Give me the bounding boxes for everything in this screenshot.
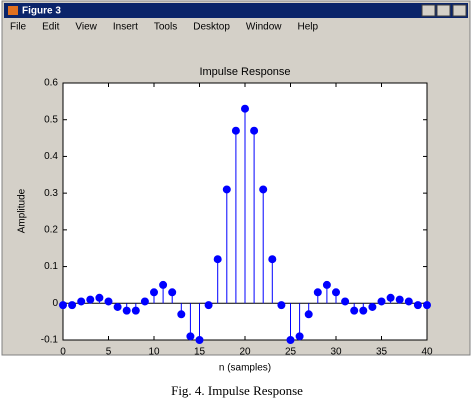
stem-marker <box>168 288 177 297</box>
stem-marker <box>268 255 277 264</box>
stem-marker <box>222 185 231 194</box>
window-title: Figure 3 <box>22 6 61 17</box>
stem-marker <box>259 185 268 194</box>
stem-marker <box>350 306 359 315</box>
stem-marker <box>59 301 67 310</box>
stem-marker <box>395 295 404 304</box>
y-tick-label: 0.2 <box>44 224 58 235</box>
stem-marker <box>104 297 113 306</box>
chart-title: Impulse Response <box>199 66 290 78</box>
stem-marker <box>241 104 249 113</box>
y-tick-label: 0.6 <box>44 78 58 89</box>
menu-item[interactable]: View <box>75 22 97 33</box>
menu-item[interactable]: Tools <box>154 22 177 33</box>
stem-marker <box>286 336 295 344</box>
stem-marker <box>322 280 331 289</box>
maximize-button[interactable] <box>436 4 451 17</box>
stem-marker <box>404 297 413 306</box>
stem-marker <box>68 301 77 310</box>
stem-marker <box>159 280 168 289</box>
stem-marker <box>368 302 377 311</box>
stem-marker <box>277 301 286 310</box>
stem-marker <box>332 288 340 297</box>
stem-marker <box>150 288 158 297</box>
stem-marker <box>86 295 95 304</box>
stem-marker <box>359 306 368 315</box>
stem-marker <box>140 297 149 306</box>
y-tick-label: 0.3 <box>44 188 58 199</box>
x-tick-label: 15 <box>194 347 206 358</box>
stem-marker <box>295 332 304 341</box>
stem-marker <box>213 255 222 264</box>
stem-marker <box>313 288 322 297</box>
menu-item[interactable]: Insert <box>113 22 138 33</box>
y-axis-label: Amplitude <box>17 188 28 233</box>
stem-marker <box>413 301 422 310</box>
stem-marker <box>341 297 350 306</box>
x-axis-label: n (samples) <box>219 363 271 374</box>
menu-item[interactable]: Window <box>246 22 282 33</box>
x-tick-label: 10 <box>148 347 160 358</box>
title-bar <box>4 3 468 18</box>
close-button[interactable] <box>452 4 467 17</box>
x-tick-label: 20 <box>239 347 251 358</box>
y-tick-label: 0 <box>52 298 58 309</box>
y-tick-label: 0.1 <box>44 261 58 272</box>
x-tick-label: 35 <box>376 347 388 358</box>
x-tick-label: 25 <box>285 347 297 358</box>
menu-bar: File Edit View Insert Tools Desktop Window Help <box>10 22 319 33</box>
menu-item[interactable]: Help <box>298 22 319 33</box>
stem-marker <box>122 306 131 315</box>
stem-marker <box>195 336 204 344</box>
x-tick-label: 0 <box>60 347 66 358</box>
stem-marker <box>95 293 104 302</box>
stem-marker <box>304 310 313 319</box>
minimize-button[interactable] <box>421 4 436 17</box>
stem-marker <box>177 310 186 319</box>
y-tick-label: -0.1 <box>41 335 59 346</box>
y-tick-label: 0.4 <box>44 151 58 162</box>
y-tick-label: 0.5 <box>44 114 58 125</box>
stem-marker <box>204 301 213 310</box>
window-icon <box>8 6 18 15</box>
stem-marker <box>377 297 386 306</box>
stem-marker <box>131 306 140 315</box>
x-tick-label: 5 <box>106 347 112 358</box>
menu-item[interactable]: Desktop <box>193 22 230 33</box>
stem-marker <box>77 297 86 306</box>
x-tick-label: 40 <box>421 347 433 358</box>
stem-marker <box>186 332 195 341</box>
x-tick-label: 30 <box>330 347 342 358</box>
figure-caption: Fig. 4. Impulse Response <box>171 383 303 398</box>
stem-marker <box>231 126 240 135</box>
stem-marker <box>113 302 122 311</box>
menu-item[interactable]: Edit <box>42 22 59 33</box>
stem-marker <box>386 293 395 302</box>
stem-marker <box>250 126 259 135</box>
menu-item[interactable]: File <box>10 22 27 33</box>
stem-marker <box>423 301 431 310</box>
